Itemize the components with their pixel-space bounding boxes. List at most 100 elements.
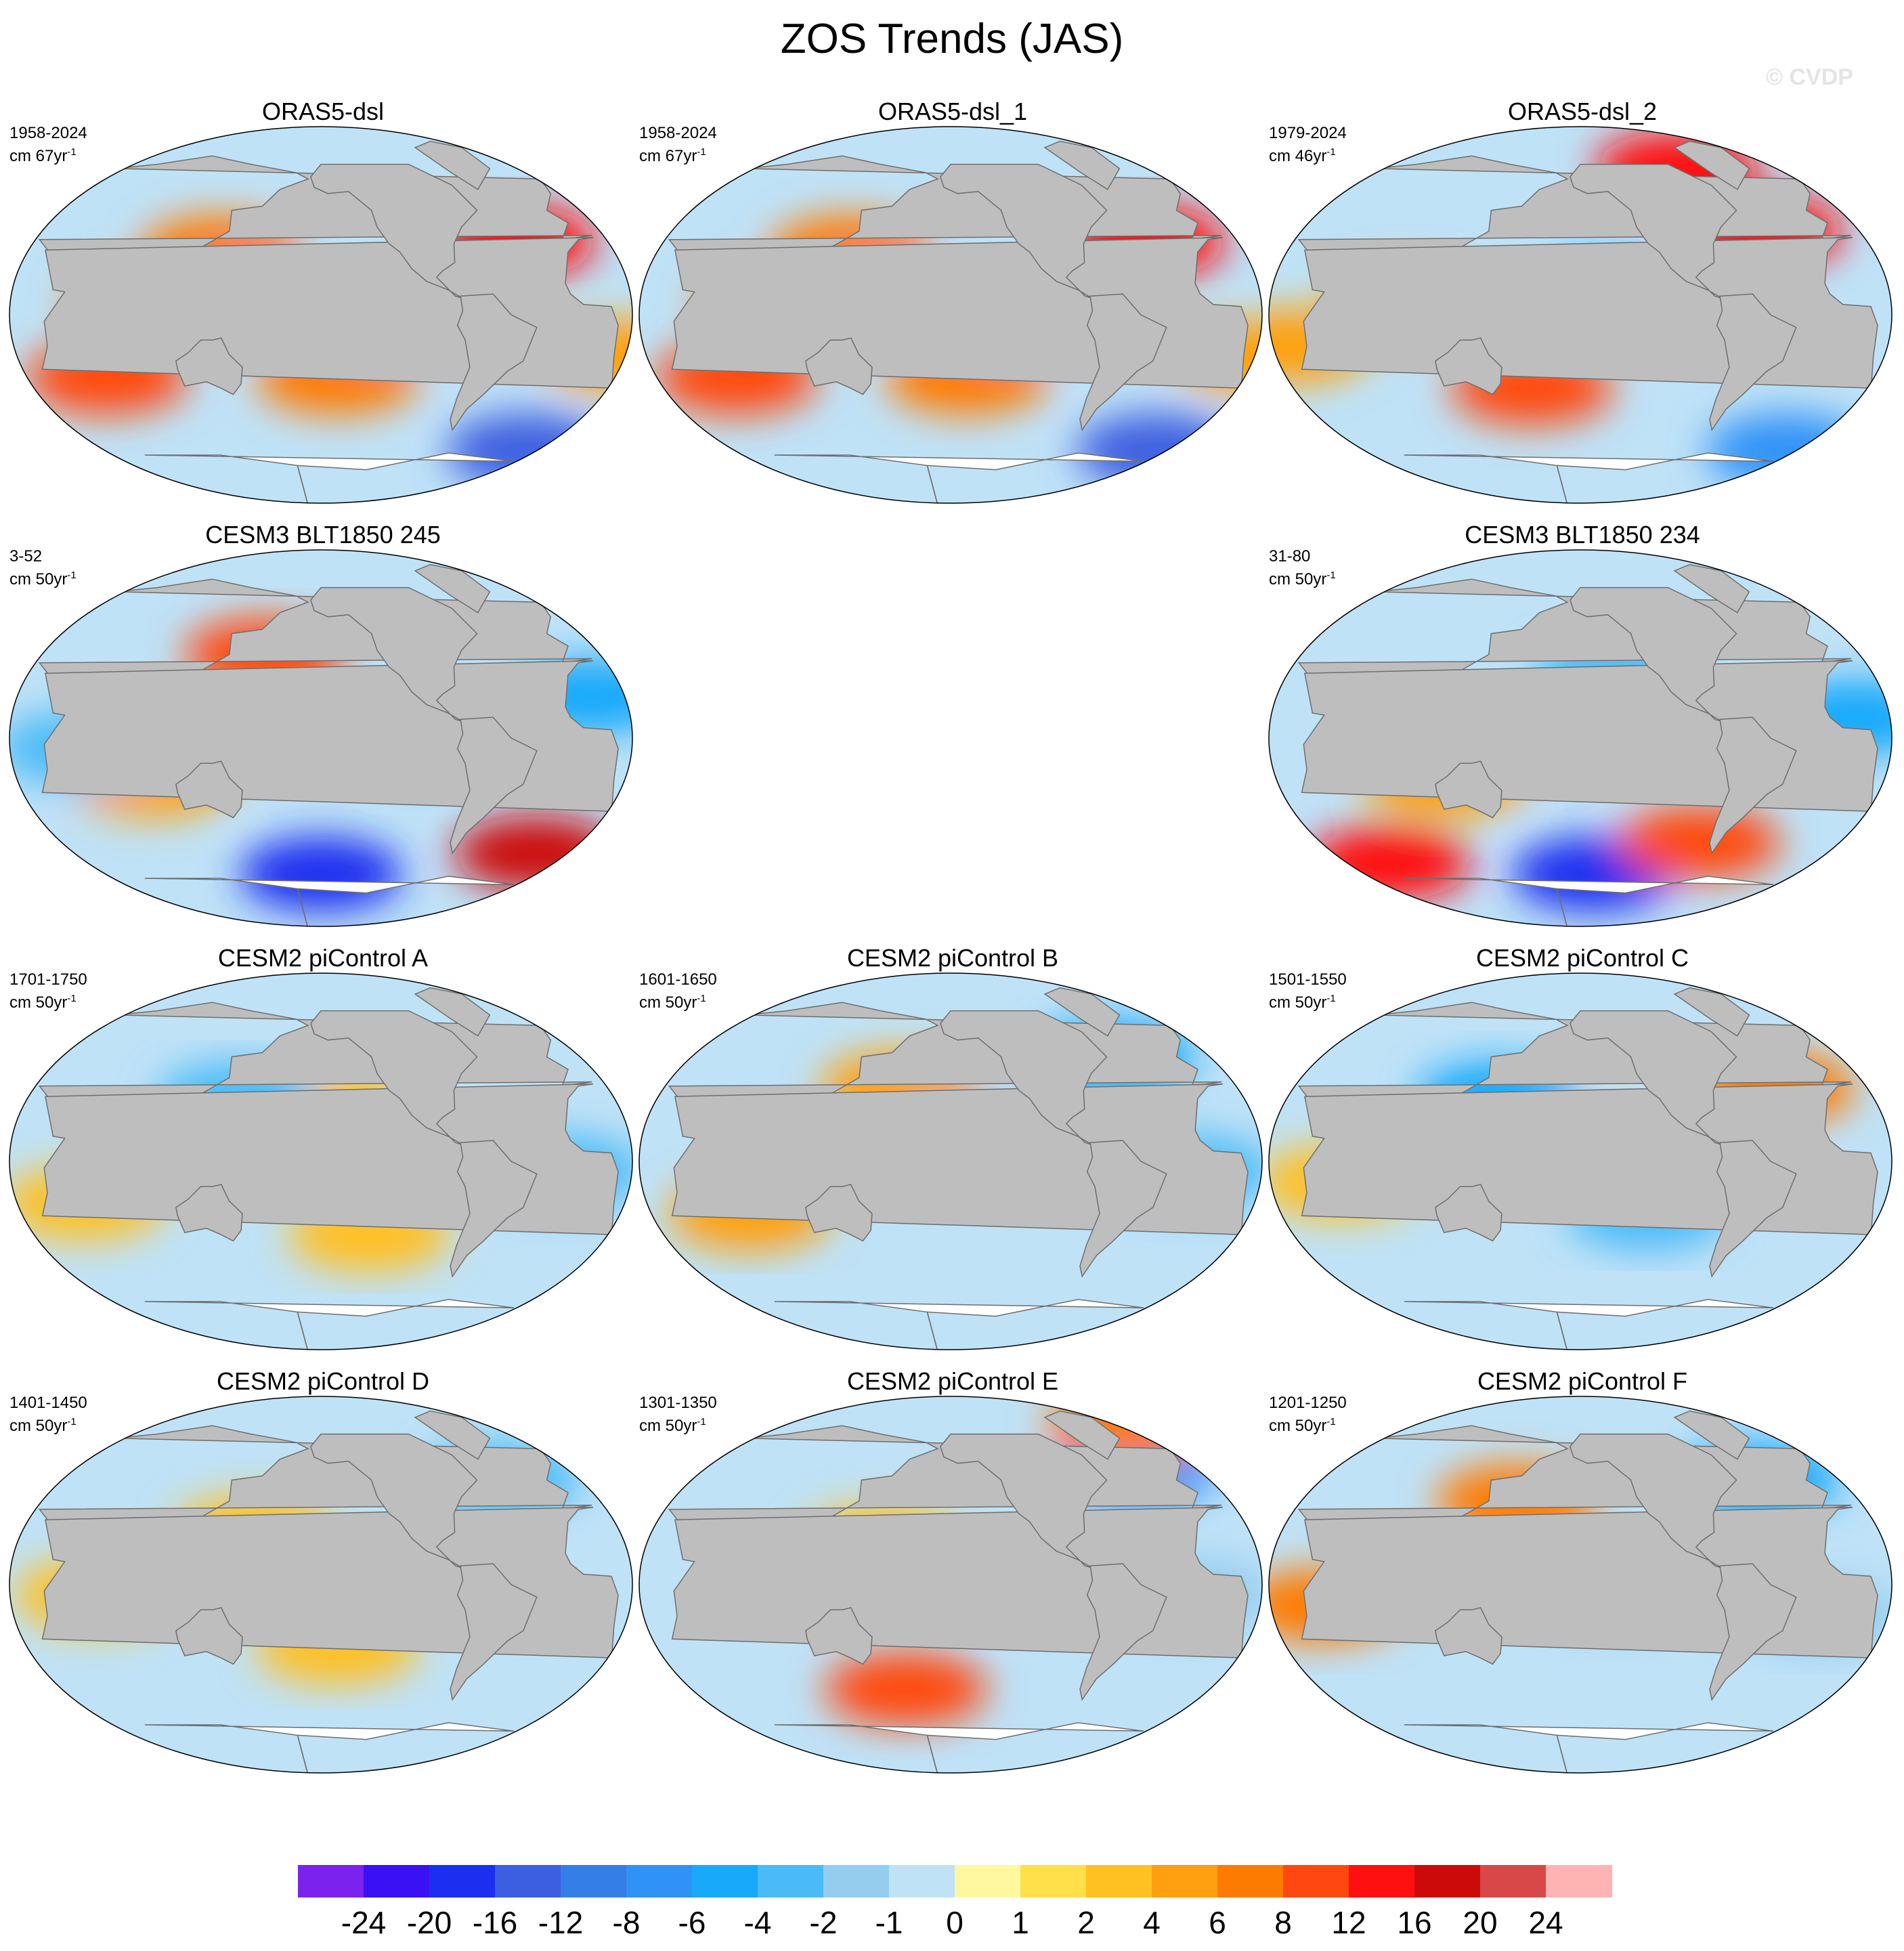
panel-units: cm 50yr-1 (1269, 570, 1336, 588)
land-antarctica (1404, 1299, 1774, 1350)
map-panel: CESM2 piControl D 1401-1450 cm 50yr-1 (8, 1368, 638, 1788)
colorbar-segment (1217, 1865, 1284, 1898)
land-antarctica (1404, 452, 1774, 503)
panel-period: 1958-2024 (639, 124, 717, 142)
land-north-america (940, 1433, 1108, 1569)
colorbar-segment (955, 1865, 1021, 1898)
land-north-america (940, 1010, 1108, 1146)
panel-title: CESM2 piControl E (846, 1367, 1059, 1395)
map-border (9, 972, 633, 1350)
colorbar-segment (758, 1865, 824, 1898)
panel-title: CESM2 piControl D (216, 1367, 430, 1395)
land-antarctica (144, 452, 515, 503)
trend-anomaly-blob (1076, 413, 1239, 488)
map-border (9, 549, 633, 927)
colorbar-segment (1414, 1865, 1481, 1898)
colorbar-tick-label: 24 (1528, 1905, 1563, 1940)
map-panel: CESM2 piControl A 1701-1750 cm 50yr-1 (8, 945, 638, 1365)
land-south-america (1709, 1140, 1797, 1278)
land-greenland (414, 987, 491, 1037)
trend-anomaly-blob (446, 413, 609, 488)
watermark: © CVDP (1766, 64, 1853, 90)
land-australia (1435, 337, 1502, 395)
colorbar-tick-label: 12 (1331, 1905, 1366, 1940)
colorbar-tick-label: -12 (538, 1905, 584, 1940)
world-trend-map (1268, 1396, 1892, 1774)
panel-units: cm 46yr-1 (1269, 146, 1336, 165)
colorbar-tick-label: 2 (1077, 1905, 1095, 1940)
colorbar-tick-label: -20 (406, 1905, 452, 1940)
land-south-america (1709, 716, 1797, 855)
land-australia (805, 1184, 873, 1242)
colorbar-tick-label: 1 (1012, 1905, 1029, 1940)
land-africa (671, 236, 1249, 389)
land-africa (671, 1506, 1249, 1658)
panel-period: 1301-1350 (639, 1394, 717, 1412)
land-africa (1301, 236, 1878, 389)
world-trend-map (639, 972, 1263, 1350)
land-africa (1301, 1506, 1878, 1658)
panel-period: 3-52 (9, 547, 43, 565)
colorbar-segment (429, 1865, 496, 1898)
land-antarctica (1404, 876, 1774, 926)
map-panel: CESM2 piControl E 1301-1350 cm 50yr-1 (638, 1368, 1268, 1788)
colorbar-segment (1480, 1865, 1546, 1898)
panel-title: CESM2 piControl F (1477, 1367, 1688, 1395)
colorbar-tick-label: -24 (341, 1905, 387, 1940)
land-greenland (1043, 1410, 1121, 1460)
land-antarctica (144, 1299, 515, 1350)
land-australia (175, 760, 243, 819)
land-australia (805, 1607, 873, 1665)
figure-title: ZOS Trends (JAS) (780, 16, 1124, 62)
land-south-america (1079, 293, 1167, 431)
map-border (1268, 972, 1892, 1350)
land-africa (1301, 660, 1878, 812)
colorbar-segment (889, 1865, 955, 1898)
trend-anomaly-blob (454, 815, 617, 891)
land-south-america (450, 1563, 538, 1701)
world-trend-map (1268, 972, 1892, 1350)
land-antarctica (774, 1299, 1144, 1350)
land-australia (1435, 1607, 1502, 1665)
colorbar-segment (298, 1865, 364, 1898)
colorbar-tick-label: -4 (743, 1905, 772, 1940)
colorbar-tick-label: -8 (612, 1905, 641, 1940)
land-greenland (1673, 563, 1750, 614)
land-north-america (1570, 1433, 1737, 1569)
map-border (639, 972, 1263, 1350)
land-australia (805, 337, 873, 395)
colorbar-tick-label: -6 (678, 1905, 706, 1940)
land-africa (41, 1083, 619, 1235)
panel-title: CESM2 piControl C (1475, 944, 1689, 972)
panel-units: cm 50yr-1 (1269, 993, 1336, 1012)
world-trend-map (9, 126, 633, 504)
panel-units: cm 50yr-1 (9, 993, 77, 1012)
panel-units: cm 50yr-1 (9, 1416, 77, 1435)
land-greenland (414, 140, 491, 190)
land-antarctica (1404, 1722, 1774, 1773)
world-trend-map (639, 126, 1263, 504)
land-south-america (1079, 1563, 1167, 1701)
land-north-america (310, 1433, 478, 1569)
land-north-america (1570, 586, 1737, 723)
world-trend-map (1268, 126, 1892, 504)
map-border (9, 1396, 633, 1774)
trend-anomaly-blob (240, 836, 402, 912)
panel-units: cm 67yr-1 (9, 146, 77, 165)
map-panel: CESM3 BLT1850 245 3-52 cm 50yr-1 (8, 521, 638, 941)
map-border (1268, 549, 1892, 927)
panel-title: CESM2 piControl A (217, 944, 429, 972)
land-south-america (1709, 1563, 1797, 1701)
panel-title: ORAS5-dsl_2 (1507, 98, 1658, 125)
map-panel: CESM2 piControl B 1601-1650 cm 50yr-1 (638, 945, 1268, 1365)
map-panel: CESM2 piControl F 1201-1250 cm 50yr-1 (1268, 1368, 1897, 1788)
colorbar-segment (1086, 1865, 1152, 1898)
panel-title: CESM3 BLT1850 245 (205, 521, 441, 549)
land-north-america (310, 1010, 478, 1146)
colorbar-tick-label: -1 (875, 1905, 903, 1940)
land-north-america (1570, 163, 1737, 299)
colorbar-segment (692, 1865, 758, 1898)
land-south-america (1079, 1140, 1167, 1278)
land-south-america (450, 716, 538, 855)
land-australia (175, 337, 243, 395)
